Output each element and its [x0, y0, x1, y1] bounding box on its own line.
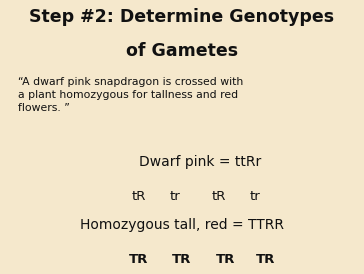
Text: TR: TR [172, 253, 192, 266]
Text: Homozygous tall, red = TTRR: Homozygous tall, red = TTRR [80, 218, 284, 232]
Text: Dwarf pink = ttRr: Dwarf pink = ttRr [139, 155, 261, 169]
Text: TR: TR [256, 253, 276, 266]
Text: TR: TR [128, 253, 148, 266]
Text: tR: tR [211, 190, 226, 203]
Text: Step #2: Determine Genotypes: Step #2: Determine Genotypes [29, 8, 335, 26]
Text: of Gametes: of Gametes [126, 42, 238, 61]
Text: tr: tr [249, 190, 260, 203]
Text: tr: tr [169, 190, 180, 203]
Text: tR: tR [131, 190, 146, 203]
Text: TR: TR [216, 253, 236, 266]
Text: “A dwarf pink snapdragon is crossed with
a plant homozygous for tallness and red: “A dwarf pink snapdragon is crossed with… [18, 77, 244, 113]
